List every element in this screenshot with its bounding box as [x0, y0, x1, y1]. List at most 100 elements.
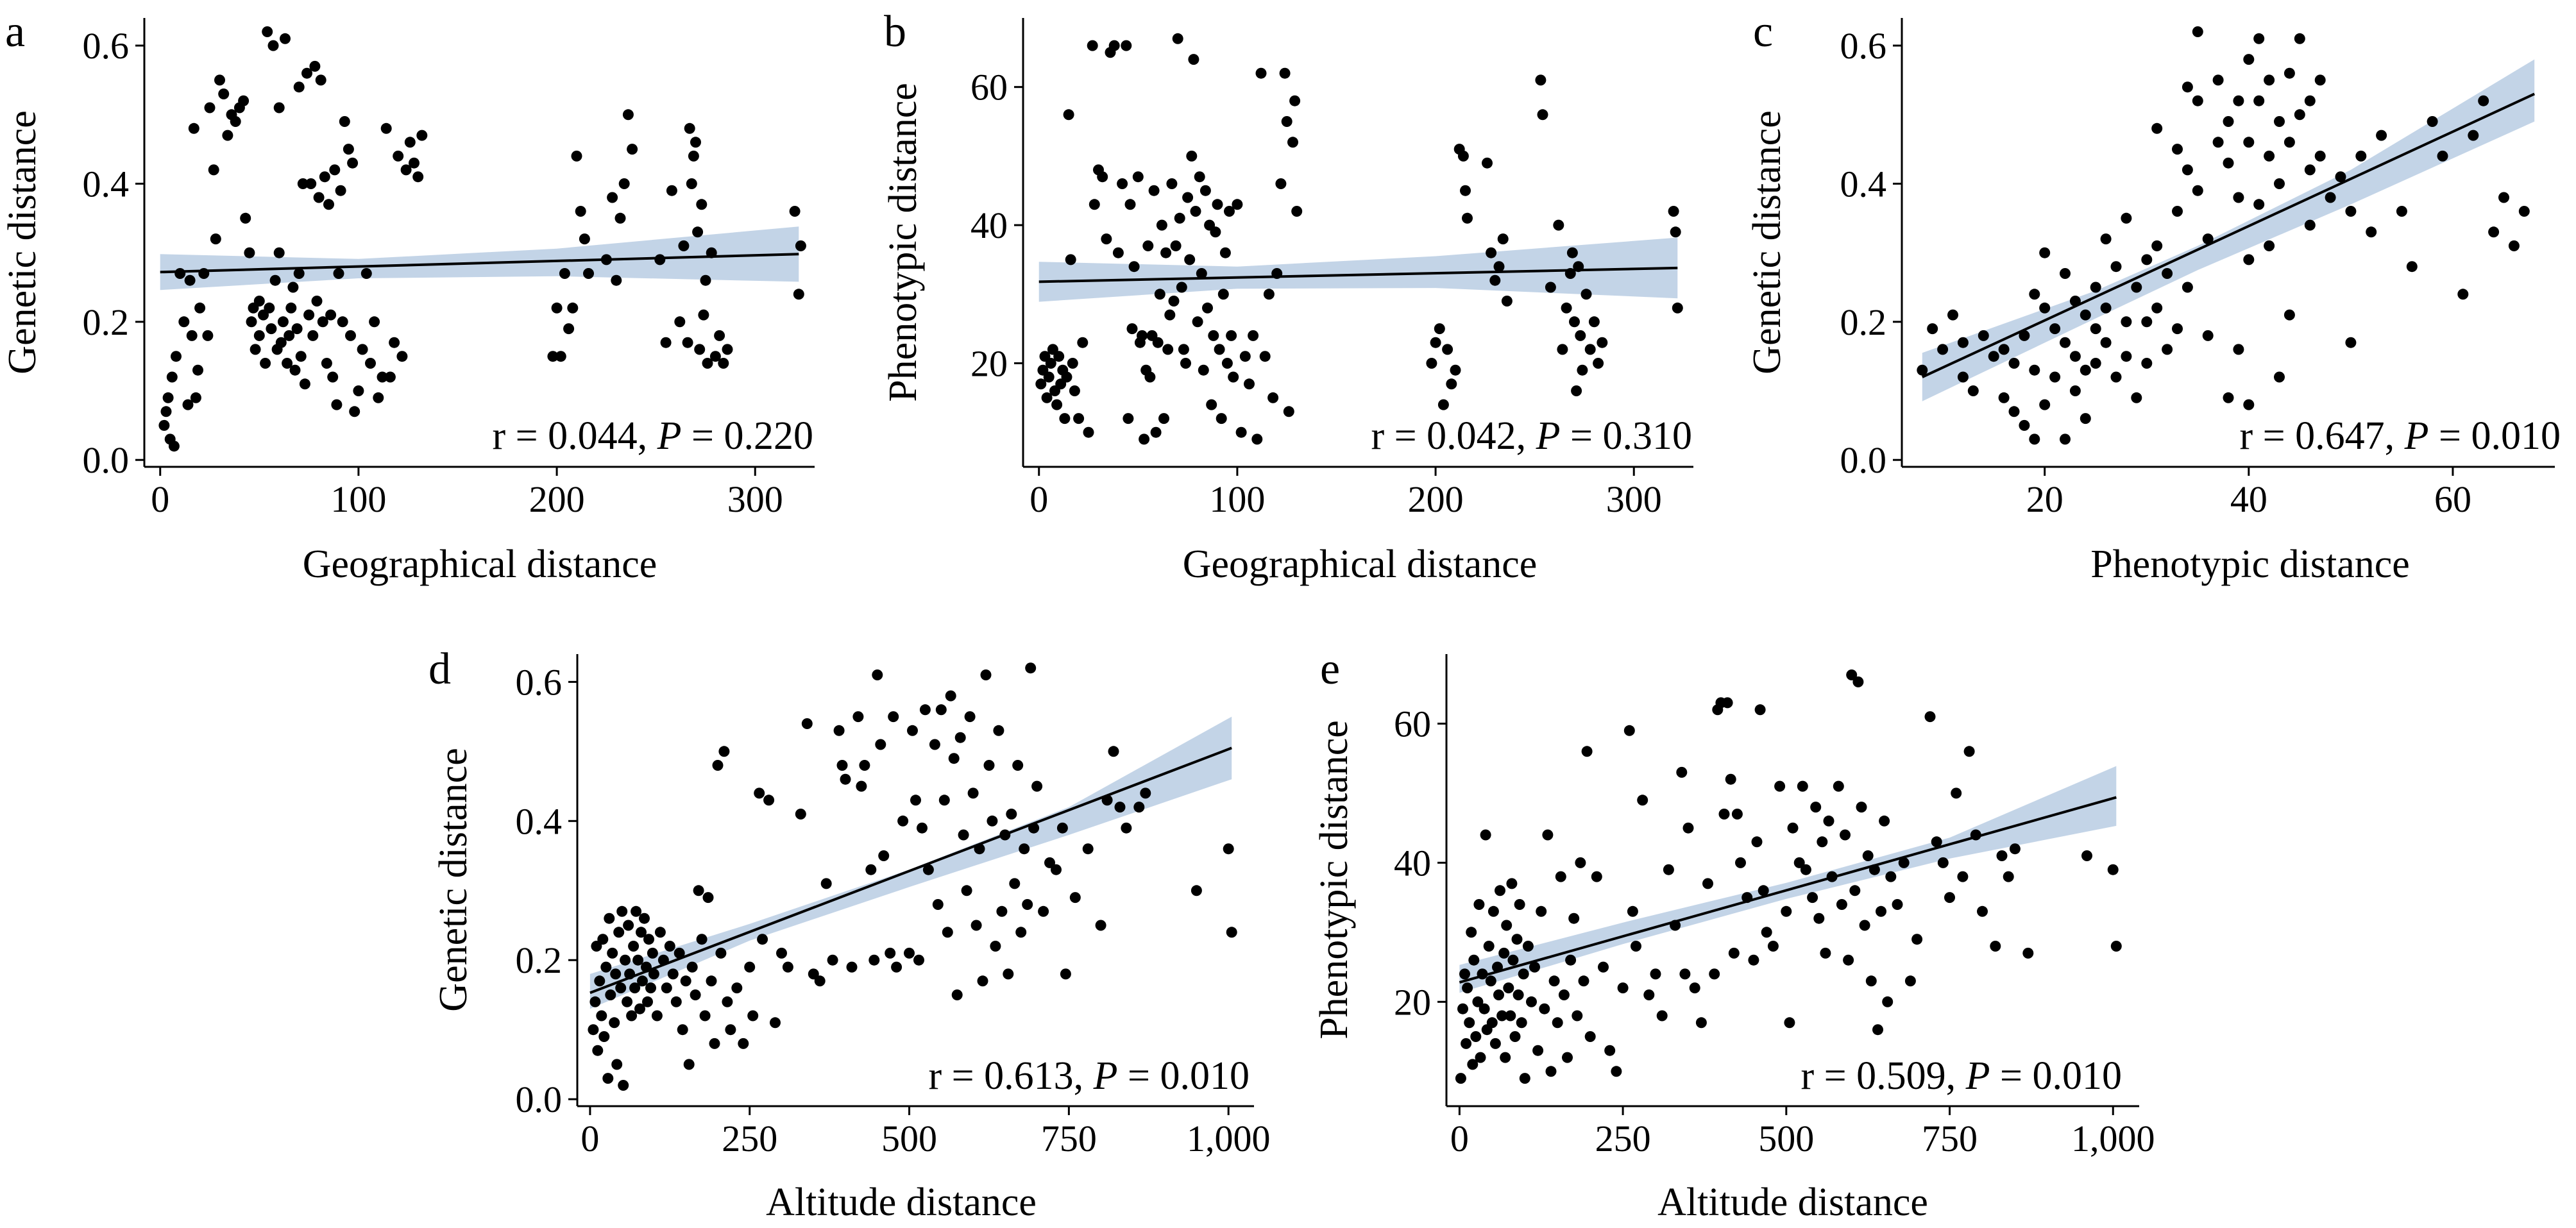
data-point-b — [1244, 378, 1255, 390]
data-point-b — [1291, 206, 1303, 217]
data-point-d — [878, 850, 890, 861]
data-point-a — [611, 274, 622, 286]
panel-letter-b: b — [884, 7, 906, 56]
data-point-a — [295, 351, 307, 362]
data-point-d — [964, 711, 976, 723]
data-point-c — [2008, 358, 2020, 369]
data-point-b — [1255, 67, 1267, 79]
data-point-b — [1493, 261, 1505, 273]
y-tick-label-e: 20 — [1394, 981, 1431, 1023]
data-point-e — [1761, 927, 1772, 938]
data-point-d — [610, 968, 622, 980]
data-point-e — [1957, 871, 1969, 882]
data-point-d — [1060, 968, 1071, 980]
data-point-c — [2212, 74, 2224, 86]
y-tick-label-b: 20 — [970, 342, 1008, 384]
data-point-e — [1725, 773, 1736, 785]
data-point-c — [2100, 302, 2112, 314]
data-point-e — [1532, 1045, 1544, 1056]
data-point-a — [698, 309, 709, 321]
data-point-e — [1787, 822, 1799, 834]
data-point-d — [935, 704, 947, 716]
data-point-d — [795, 809, 806, 820]
data-point-d — [996, 905, 1008, 917]
data-point-c — [2110, 261, 2122, 273]
data-point-b — [1672, 302, 1683, 314]
regression-line-d — [589, 746, 1232, 995]
confidence-band-d — [589, 716, 1232, 1009]
data-point-e — [1872, 1024, 1883, 1036]
data-point-a — [317, 316, 328, 328]
data-point-d — [598, 1031, 610, 1042]
data-point-c — [2274, 116, 2285, 127]
data-point-c — [2457, 289, 2469, 300]
data-point-d — [631, 905, 642, 917]
data-point-a — [369, 316, 380, 328]
data-point-c — [2069, 385, 2081, 396]
x-tick-label-c: 20 — [2026, 478, 2063, 520]
data-point-d — [888, 711, 899, 723]
data-point-c — [2039, 302, 2051, 314]
x-tick-label-a: 100 — [330, 478, 386, 520]
data-point-b — [1279, 67, 1291, 79]
data-point-d — [620, 954, 631, 966]
data-point-b — [1251, 433, 1263, 445]
data-point-a — [795, 240, 806, 251]
data-point-c — [1957, 337, 1969, 348]
data-point-d — [1003, 968, 1014, 980]
data-point-a — [214, 74, 225, 86]
y-tick-label-e: 40 — [1394, 842, 1431, 884]
data-point-e — [1468, 954, 1480, 966]
data-point-d — [776, 947, 787, 959]
data-point-b — [1267, 392, 1279, 403]
data-point-b — [1045, 358, 1056, 369]
data-point-e — [1702, 878, 1713, 889]
data-point-c — [2172, 206, 2183, 217]
data-point-a — [404, 137, 416, 148]
data-point-c — [2406, 261, 2418, 273]
data-point-e — [1519, 1073, 1530, 1084]
data-point-d — [929, 739, 940, 750]
x-tick-label-e: 500 — [1758, 1118, 1814, 1159]
data-point-c — [2284, 309, 2295, 321]
data-point-e — [1800, 864, 1811, 875]
data-point-c — [2243, 137, 2255, 148]
data-point-b — [1537, 109, 1548, 121]
x-tick-label-e: 250 — [1595, 1118, 1651, 1159]
data-point-c — [2121, 351, 2132, 362]
data-point-d — [938, 795, 950, 806]
data-point-e — [1461, 1038, 1472, 1049]
data-point-a — [551, 302, 563, 314]
data-point-a — [168, 441, 180, 452]
data-point-c — [2172, 323, 2183, 335]
data-point-c — [1998, 392, 2010, 403]
data-point-b — [1148, 185, 1160, 196]
data-point-a — [700, 274, 711, 286]
x-tick-label-c: 40 — [2230, 478, 2267, 520]
data-point-e — [1539, 1003, 1550, 1014]
data-point-a — [333, 268, 344, 279]
data-point-c — [2355, 150, 2367, 162]
data-point-b — [1166, 178, 1178, 189]
data-point-d — [639, 913, 650, 924]
data-point-c — [2151, 240, 2163, 251]
data-point-d — [1223, 843, 1234, 855]
data-point-e — [1513, 989, 1524, 1000]
data-point-d — [670, 996, 682, 1007]
data-point-d — [591, 941, 602, 952]
data-point-e — [1650, 968, 1661, 980]
data-point-c — [2151, 302, 2163, 314]
data-point-a — [339, 116, 350, 127]
data-point-e — [1679, 968, 1691, 980]
data-point-b — [1150, 426, 1162, 438]
y-axis-title-c: Genetic distance — [1745, 110, 1789, 374]
y-tick-label-d: 0.2 — [516, 939, 563, 981]
data-point-d — [757, 934, 768, 945]
x-tick-label-d: 250 — [722, 1118, 777, 1159]
data-point-d — [699, 1010, 711, 1022]
data-point-d — [674, 947, 685, 959]
x-tick-label-b: 200 — [1408, 478, 1464, 520]
data-point-c — [2253, 199, 2265, 210]
data-point-e — [1849, 885, 1861, 896]
data-point-a — [380, 122, 392, 134]
